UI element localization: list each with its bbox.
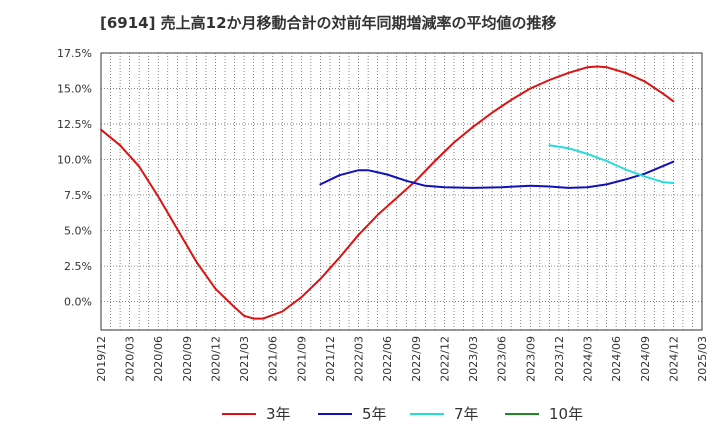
x-tick-label: 2020/09 — [181, 336, 194, 382]
y-tick-label: 12.5% — [57, 118, 92, 131]
y-tick-label: 15.0% — [57, 83, 92, 96]
y-tick-label: 2.5% — [64, 260, 92, 273]
plot-background — [100, 52, 703, 331]
x-tick-label: 2024/09 — [639, 336, 652, 382]
y-tick-label: 10.0% — [57, 154, 92, 167]
x-tick-label: 2022/06 — [381, 336, 394, 382]
series-line-3年 — [100, 65, 675, 320]
x-tick-label: 2021/09 — [295, 336, 308, 382]
x-tick-label: 2022/12 — [438, 336, 451, 382]
x-tick-label: 2023/03 — [467, 336, 480, 382]
legend-item: 5年 — [318, 403, 387, 424]
legend-swatch — [222, 412, 256, 415]
plot-frame — [100, 52, 703, 331]
legend-swatch — [318, 412, 352, 415]
x-tick-label: 2021/12 — [324, 336, 337, 382]
x-tick-label: 2020/03 — [124, 336, 137, 382]
legend: 3年 5年 7年 10年 — [0, 403, 720, 427]
x-tick-label: 2022/09 — [410, 336, 423, 382]
x-tick-label: 2022/03 — [353, 336, 366, 382]
x-tick-label: 2020/06 — [152, 336, 165, 382]
x-tick-label: 2021/03 — [238, 336, 251, 382]
y-tick-label: 17.5% — [57, 47, 92, 60]
y-tick-labels: 0.0% 2.5% 5.0% 7.5% 10.0% 12.5% 15.0% 17.5% — [57, 47, 92, 309]
x-tick-labels: 2019/12 2020/03 2020/06 2020/09 2020/12 2021/… — [95, 336, 709, 382]
legend-label: 10年 — [549, 405, 584, 423]
series-line-7年 — [548, 144, 675, 184]
y-tick-label: 0.0% — [64, 296, 92, 309]
legend-item: 3年 — [222, 403, 291, 424]
y-tick-label: 5.0% — [64, 225, 92, 238]
x-tick-label: 2024/03 — [582, 336, 595, 382]
grid-lines — [101, 52, 702, 330]
series-lines — [100, 65, 675, 320]
legend-swatch — [505, 412, 539, 415]
x-tick-label: 2023/09 — [524, 336, 537, 382]
y-tick-label: 7.5% — [64, 189, 92, 202]
x-tick-label: 2019/12 — [95, 336, 108, 382]
x-tick-label: 2025/03 — [696, 336, 709, 382]
series-line-5年 — [319, 160, 675, 189]
x-tick-label: 2024/06 — [610, 336, 623, 382]
x-tick-label: 2020/12 — [209, 336, 222, 382]
chart-title: [6914] 売上高12か月移動合計の対前年同期増減率の平均値の推移 — [100, 14, 557, 32]
legend-swatch — [410, 412, 444, 415]
x-tick-label: 2023/12 — [553, 336, 566, 382]
legend-label: 7年 — [454, 405, 479, 423]
x-tick-label: 2023/06 — [496, 336, 509, 382]
legend-item: 7年 — [410, 403, 479, 424]
legend-item: 10年 — [505, 403, 583, 424]
legend-label: 5年 — [362, 405, 387, 423]
legend-label: 3年 — [266, 405, 291, 423]
x-tick-label: 2021/06 — [267, 336, 280, 382]
x-tick-label: 2024/12 — [667, 336, 680, 382]
